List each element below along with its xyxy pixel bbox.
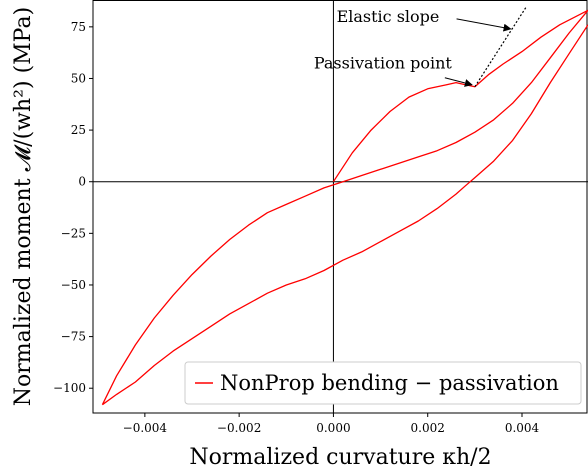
annotation-arrow-passivation-point [444, 77, 473, 87]
annotation-arrow-elastic-slope [456, 18, 512, 32]
y-tick-label: −75 [61, 330, 86, 344]
y-axis-label: Normalized moment 𝓜/(wh²) (MPa) [11, 7, 36, 406]
y-tick-label: −100 [53, 381, 86, 395]
elastic-slope-line [474, 5, 528, 88]
series-group [101, 9, 588, 406]
annotation-passivation-point: Passivation point [314, 54, 453, 73]
x-tick-label: −0.002 [217, 421, 261, 435]
y-ticks: −100 −75 −50 −25 0 25 50 75 [53, 20, 93, 395]
legend-box [184, 361, 582, 405]
y-tick-label: −50 [61, 278, 86, 292]
series-line-0 [332, 9, 588, 183]
plot-frame [92, 0, 588, 414]
y-tick-label: 0 [78, 175, 86, 189]
series-line-2 [102, 24, 588, 406]
y-tick-label: 50 [71, 71, 86, 85]
x-tick-label: 0.002 [411, 421, 445, 435]
legend-label: NonProp bending − passivation [220, 371, 559, 395]
series-line-1 [101, 9, 588, 405]
x-tick-label: −0.004 [123, 421, 168, 435]
x-tick-label: 0.004 [505, 421, 540, 435]
x-axis-label: Normalized curvature κh/2 [189, 445, 491, 470]
legend: NonProp bending − passivation [184, 361, 582, 405]
annotation-elastic-slope: Elastic slope [337, 7, 440, 26]
x-ticks: −0.004 −0.002 0.000 0.002 0.004 [123, 413, 540, 435]
x-tick-label: 0.000 [316, 421, 350, 435]
y-tick-label: −25 [61, 226, 86, 240]
y-tick-label: 75 [71, 20, 86, 34]
y-tick-label: 25 [71, 123, 86, 137]
